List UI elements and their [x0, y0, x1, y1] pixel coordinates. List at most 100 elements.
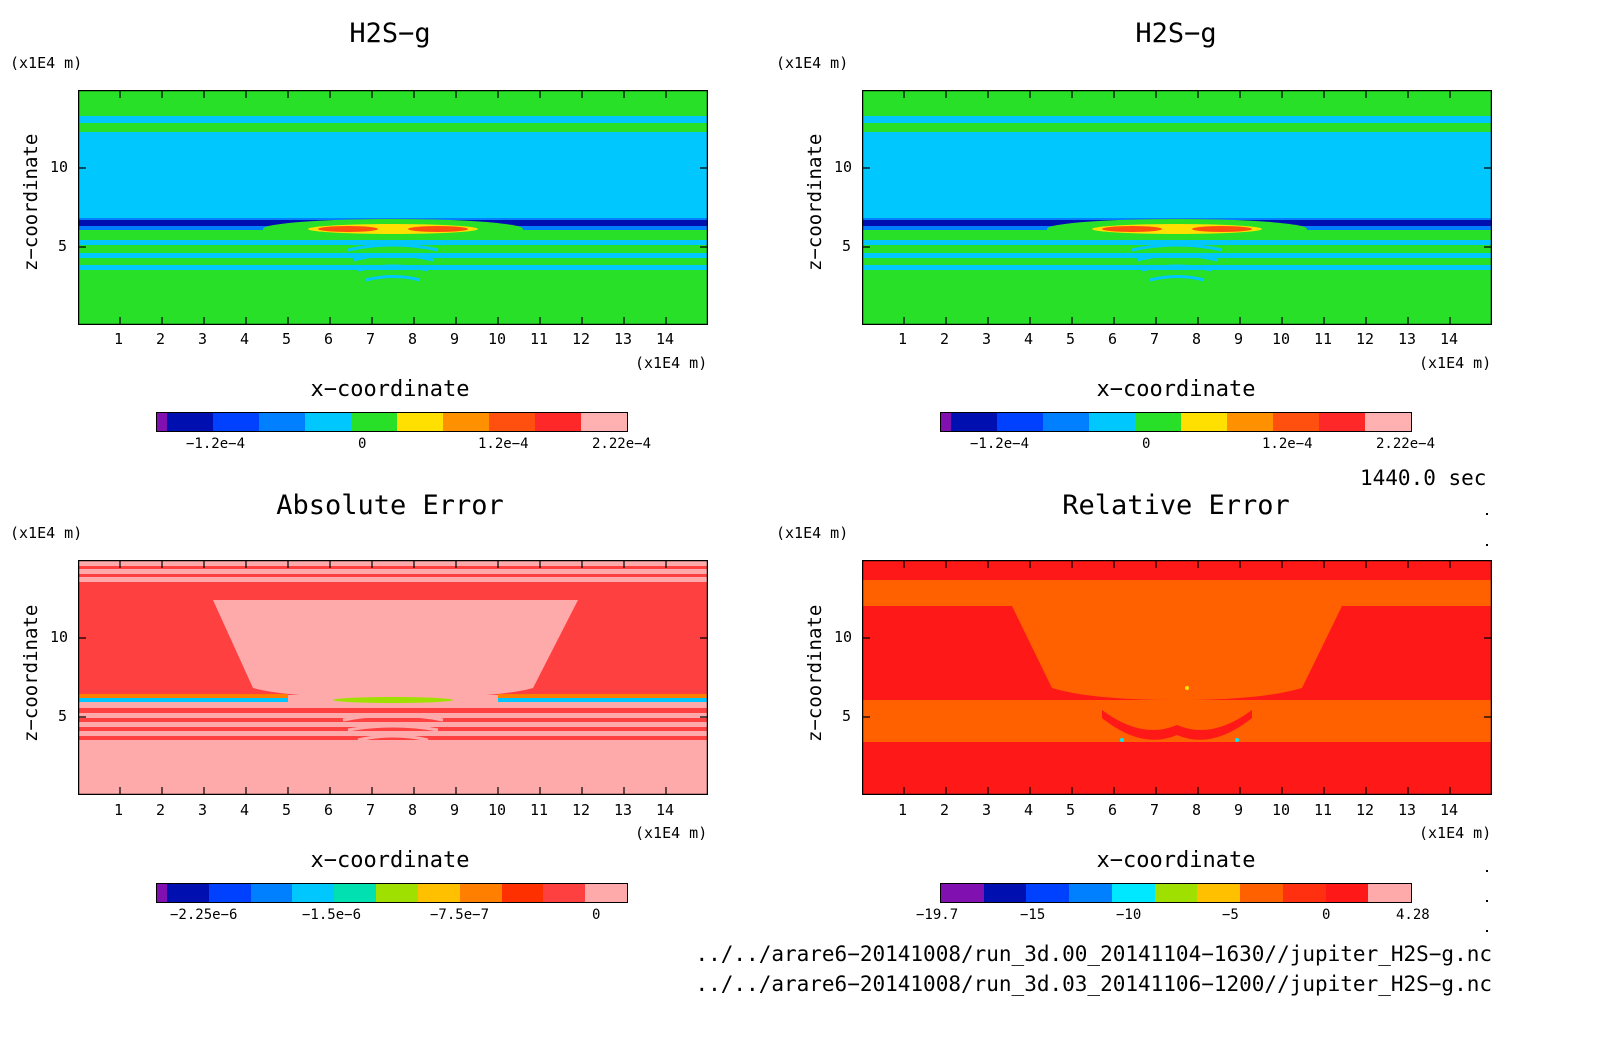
- colorbar-label: 1.2e−4: [1262, 436, 1313, 452]
- x-tick: 5: [282, 330, 292, 348]
- z-tick: 5: [58, 707, 68, 725]
- band: [78, 132, 708, 218]
- x-tick: 1: [114, 330, 124, 348]
- x-tick: 11: [530, 330, 549, 348]
- colorbar-label: −10: [1116, 907, 1142, 923]
- x-tick: 14: [1440, 801, 1459, 819]
- z-tick: 10: [834, 628, 853, 646]
- x-ticks: 1 2 3 4 5 6 7 8 9 10 11 12 13 14: [78, 330, 708, 350]
- x-tick: 7: [366, 801, 376, 819]
- colorbar-label: 4.28: [1396, 907, 1430, 923]
- x-tick: 2: [940, 330, 950, 348]
- x-tick: 3: [198, 330, 208, 348]
- x-tick: 13: [614, 801, 633, 819]
- heatmap-plot: [78, 560, 708, 795]
- colorbar: [940, 412, 1412, 432]
- x-ticks: 1 2 3 4 5 6 7 8 9 10 11 12 13 14: [862, 330, 1492, 350]
- z-axis-label: z−coordinate: [804, 133, 826, 271]
- z-axis-label: z−coordinate: [20, 604, 42, 742]
- x-tick: 8: [408, 330, 418, 348]
- x-tick: 12: [1356, 801, 1375, 819]
- x-tick: 14: [656, 801, 675, 819]
- x-tick: 9: [450, 330, 460, 348]
- z-tick: 10: [50, 158, 69, 176]
- x-tick: 4: [1024, 801, 1034, 819]
- x-tick: 9: [1234, 330, 1244, 348]
- colorbar-label: −1.2e−4: [970, 436, 1030, 452]
- z-tick: 5: [842, 707, 852, 725]
- x-tick: 13: [1398, 330, 1417, 348]
- x-tick: 1: [114, 801, 124, 819]
- x-tick: 13: [1398, 801, 1417, 819]
- colorbar-label: −15: [1020, 907, 1046, 923]
- x-tick: 12: [572, 330, 591, 348]
- panel-title: Absolute Error: [276, 490, 504, 521]
- x-tick: 11: [530, 801, 549, 819]
- margin-dot: [1486, 900, 1488, 902]
- heatmap-plot: [862, 90, 1492, 325]
- x-tick: 12: [1356, 330, 1375, 348]
- x-tick: 13: [614, 330, 633, 348]
- colorbar-label: 0: [1322, 907, 1331, 923]
- colorbar-label: −1.2e−4: [186, 436, 246, 452]
- margin-dot: [1486, 513, 1488, 515]
- colorbar-label: 0: [592, 907, 601, 923]
- x-tick: 4: [240, 801, 250, 819]
- x-tick: 9: [1234, 801, 1244, 819]
- z-unit-label: (x1E4 m): [776, 524, 849, 542]
- time-label: 1440.0 sec: [1360, 466, 1487, 490]
- panel-title: Relative Error: [1062, 490, 1290, 521]
- colorbar-label: −19.7: [916, 907, 959, 923]
- x-tick: 2: [156, 330, 166, 348]
- x-unit-label: (x1E4 m): [635, 824, 708, 842]
- x-tick: 3: [198, 801, 208, 819]
- z-tick: 10: [834, 158, 853, 176]
- x-tick: 5: [1066, 330, 1076, 348]
- ripple: [347, 243, 439, 282]
- colorbar-label: 1.2e−4: [478, 436, 529, 452]
- x-tick: 10: [488, 801, 507, 819]
- colorbar-label: −7.5e−7: [430, 907, 490, 923]
- margin-dot: [1486, 870, 1488, 872]
- anomaly: [408, 226, 468, 232]
- margin-dot: [1486, 930, 1488, 932]
- x-tick: 2: [156, 801, 166, 819]
- z-tick: 10: [50, 628, 69, 646]
- x-unit-label: (x1E4 m): [1419, 354, 1492, 372]
- x-tick: 10: [1272, 330, 1291, 348]
- band: [78, 116, 708, 123]
- x-tick: 5: [282, 801, 292, 819]
- x-tick: 10: [488, 330, 507, 348]
- x-tick: 11: [1314, 330, 1333, 348]
- x-tick: 1: [898, 801, 908, 819]
- z-tick: 5: [842, 237, 852, 255]
- x-ticks: 1 2 3 4 5 6 7 8 9 10 11 12 13 14: [78, 801, 708, 821]
- x-tick: 8: [1192, 801, 1202, 819]
- x-tick: 3: [982, 801, 992, 819]
- x-tick: 7: [1150, 801, 1160, 819]
- x-tick: 7: [366, 330, 376, 348]
- z-unit-label: (x1E4 m): [10, 54, 83, 72]
- margin-dot: [1486, 544, 1488, 546]
- x-tick: 4: [240, 330, 250, 348]
- z-tick: 5: [58, 237, 68, 255]
- x-tick: 6: [1108, 801, 1118, 819]
- colorbar: [156, 412, 628, 432]
- x-tick: 1: [898, 330, 908, 348]
- x-tick: 12: [572, 801, 591, 819]
- heatmap-plot: [78, 90, 708, 325]
- x-tick: 11: [1314, 801, 1333, 819]
- x-tick: 5: [1066, 801, 1076, 819]
- x-tick: 6: [324, 801, 334, 819]
- tick-marks: [78, 90, 708, 325]
- x-tick: 6: [1108, 330, 1118, 348]
- file-path: ../../arare6−20141008/run_3d.03_20141106…: [695, 972, 1492, 996]
- x-tick: 8: [408, 801, 418, 819]
- x-tick: 14: [1440, 330, 1459, 348]
- x-tick: 14: [656, 330, 675, 348]
- x-unit-label: (x1E4 m): [1419, 824, 1492, 842]
- x-axis-label: x−coordinate: [310, 377, 470, 402]
- z-axis-label: z−coordinate: [20, 133, 42, 271]
- x-axis-label: x−coordinate: [310, 848, 470, 873]
- x-unit-label: (x1E4 m): [635, 354, 708, 372]
